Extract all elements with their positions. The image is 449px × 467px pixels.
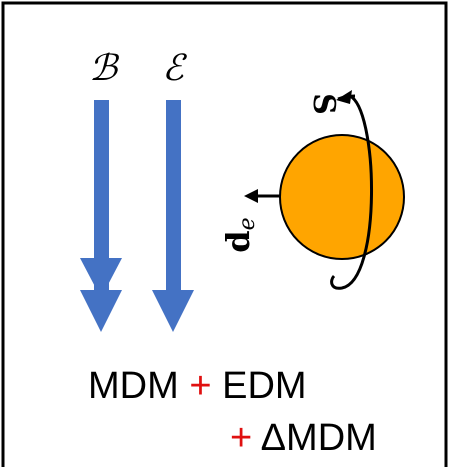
- plus: +: [230, 417, 252, 459]
- dipole-subscript: e: [235, 217, 260, 230]
- diagram: ℬ ℰ S de MDM + EDM + ΔMDM: [0, 0, 449, 467]
- plus: +: [189, 365, 211, 407]
- term: MDM: [88, 365, 179, 407]
- term: ΔMDM: [261, 417, 377, 459]
- equation-line1: MDM + EDM: [88, 365, 307, 407]
- particle: [280, 135, 404, 259]
- term: EDM: [222, 365, 306, 407]
- b-field-label: ℬ: [89, 48, 120, 89]
- spin-label: S: [306, 93, 341, 115]
- dipole-symbol: d: [219, 230, 257, 252]
- equation-line2: + ΔMDM: [230, 417, 377, 459]
- e-field-label: ℰ: [162, 48, 187, 89]
